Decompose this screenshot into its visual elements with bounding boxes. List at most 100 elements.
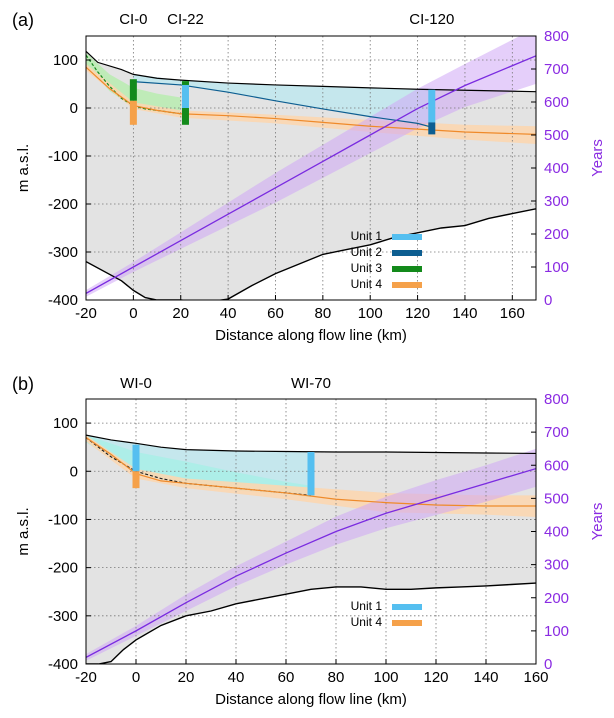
x-tick-label: 80	[314, 305, 331, 322]
x-tick-label: 160	[500, 305, 525, 322]
legend-swatch	[392, 282, 422, 288]
y-tick-label: -200	[48, 196, 78, 213]
unit1-uncertainty-band	[86, 435, 311, 498]
x-tick-label: 120	[405, 305, 430, 322]
y2-tick-label: 100	[544, 623, 569, 640]
y2-tick-label: 200	[544, 590, 569, 607]
x-tick-label: 0	[129, 305, 137, 322]
core-bar-unit-4	[132, 471, 140, 489]
y2-tick-label: 0	[544, 656, 552, 673]
x-tick-label: 20	[172, 305, 189, 322]
legend-label: Unit 2	[351, 245, 383, 259]
legend-label: Unit 3	[351, 261, 383, 275]
panel-b: -20 0 20 40 60 80 100 120 140 1601000-100-200-300…	[12, 374, 606, 708]
y-tick-label: 100	[53, 52, 78, 69]
y2-tick-label: 400	[544, 160, 569, 177]
site-label: WI-0	[120, 375, 152, 392]
x-tick-label: 100	[358, 305, 383, 322]
site-label: CI-120	[409, 11, 454, 28]
panel-a: -20 0 20 40 60 80 100 120 140 1601000-100-200-300…	[12, 10, 606, 344]
age-curve-line	[86, 55, 536, 294]
legend-swatch	[392, 234, 422, 240]
y2-tick-label: 400	[544, 524, 569, 541]
y-tick-label: -300	[48, 608, 78, 625]
core-bar-unit-3	[181, 81, 189, 85]
ice-bed-line	[86, 582, 536, 664]
core-bar-unit-1	[428, 89, 436, 123]
y-tick-label: -100	[48, 511, 78, 528]
panel-label: (a)	[12, 10, 34, 30]
x-tick-label: 0	[132, 669, 140, 686]
x-tick-label: 60	[278, 669, 295, 686]
core-bar-unit-1	[181, 81, 189, 108]
y2-tick-label: 800	[544, 391, 569, 408]
plot-area	[86, 399, 536, 664]
y-axis-label: m a.s.l.	[15, 507, 32, 555]
x-tick-label: 60	[267, 305, 284, 322]
y-tick-label: 100	[53, 415, 78, 432]
y2-tick-label: 700	[544, 61, 569, 78]
x-tick-label: 20	[178, 669, 195, 686]
y2-tick-label: 100	[544, 259, 569, 276]
core-bar-unit-2	[428, 122, 436, 135]
core-bar-unit-3	[129, 79, 137, 101]
y2-axis-label: Years	[589, 139, 606, 177]
ice-surface-line	[86, 434, 536, 455]
x-axis-label: Distance along flow line (km)	[215, 327, 407, 344]
y-axis-label: m a.s.l.	[15, 144, 32, 192]
x-tick-label: 40	[228, 669, 245, 686]
y2-tick-label: 600	[544, 94, 569, 111]
x-tick-label: 40	[220, 305, 237, 322]
x-tick-label: 100	[373, 669, 398, 686]
y2-axis-label: Years	[589, 503, 606, 541]
core-bar-unit-1	[307, 452, 315, 496]
legend-label: Unit 1	[351, 229, 383, 243]
unit4-horizon-line	[86, 66, 536, 135]
x-tick-label: 120	[423, 669, 448, 686]
legend-swatch	[392, 266, 422, 272]
legend-label: Unit 4	[351, 277, 383, 291]
ice-surface-line	[86, 50, 536, 93]
ice-bed-line	[86, 208, 536, 300]
site-label: CI-22	[167, 11, 204, 28]
y-tick-label: 0	[70, 463, 78, 480]
unit3-uncertainty-band	[86, 52, 181, 116]
site-label: CI-0	[119, 11, 147, 28]
y-tick-label: -400	[48, 656, 78, 673]
x-tick-label: 80	[328, 669, 345, 686]
unit4-horizon-line	[86, 437, 536, 507]
y2-tick-label: 300	[544, 193, 569, 210]
y-tick-label: -100	[48, 148, 78, 165]
x-axis-label: Distance along flow line (km)	[215, 691, 407, 708]
legend-label: Unit 4	[351, 615, 383, 629]
legend-label: Unit 1	[351, 599, 383, 613]
y-tick-label: 0	[70, 100, 78, 117]
y-tick-label: -300	[48, 244, 78, 261]
x-tick-label: -20	[75, 305, 97, 322]
site-label: WI-70	[291, 375, 331, 392]
y-tick-label: -200	[48, 560, 78, 577]
legend-swatch	[392, 250, 422, 256]
y2-tick-label: 200	[544, 226, 569, 243]
core-bar-unit-1	[132, 444, 140, 472]
y2-tick-label: 300	[544, 557, 569, 574]
y2-tick-label: 700	[544, 424, 569, 441]
y2-tick-label: 600	[544, 457, 569, 474]
x-tick-label: 160	[523, 669, 548, 686]
x-tick-label: 140	[452, 305, 477, 322]
age-uncertainty-band	[86, 36, 536, 297]
plot-area	[86, 36, 536, 300]
y-tick-label: -400	[48, 292, 78, 309]
y2-tick-label: 500	[544, 490, 569, 507]
core-bar-unit-3	[181, 108, 189, 125]
y2-tick-label: 500	[544, 127, 569, 144]
legend-swatch	[392, 620, 422, 626]
x-tick-label: -20	[75, 669, 97, 686]
x-tick-label: 140	[473, 669, 498, 686]
panel-label: (b)	[12, 374, 34, 394]
age-curve-line	[86, 467, 536, 658]
y2-tick-label: 800	[544, 28, 569, 45]
y2-tick-label: 0	[544, 292, 552, 309]
core-bar-unit-4	[129, 100, 137, 125]
